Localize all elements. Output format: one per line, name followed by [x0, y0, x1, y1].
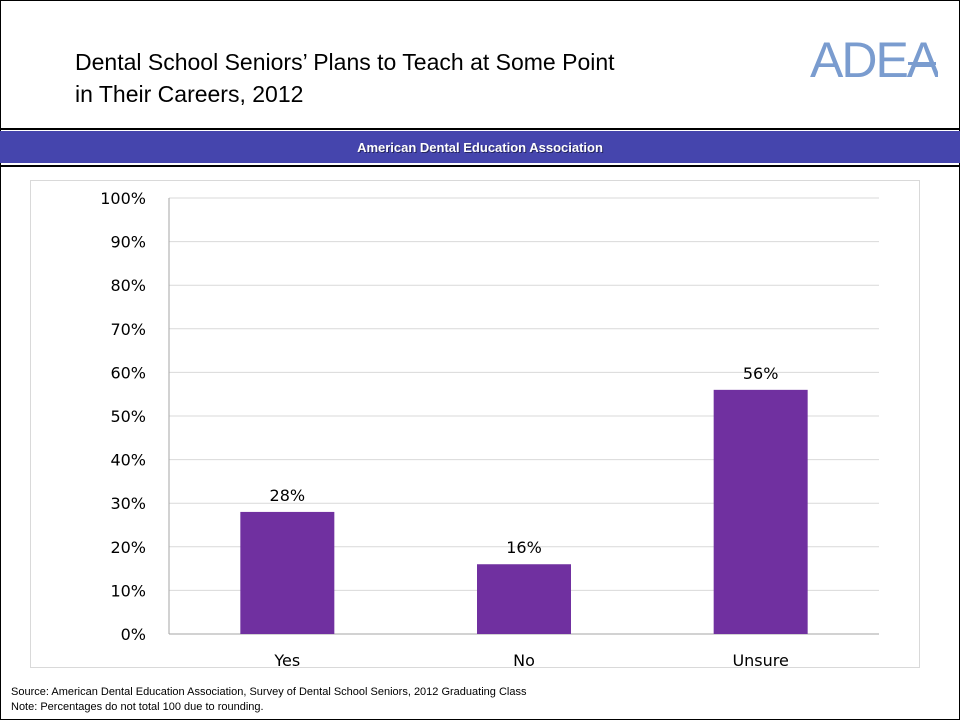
y-tick-label: 10% [110, 581, 146, 600]
chart-area: 0% 10% 20% 30% 40% 50% 60% 70% 80% 90% 100% 28% Yes 1… [30, 180, 920, 668]
adea-logo: ADEA [810, 32, 938, 88]
x-tick-label: Yes [273, 651, 300, 667]
bar-yes [240, 511, 335, 634]
y-tick-label: 70% [110, 320, 146, 339]
y-tick-label: 100% [100, 189, 146, 208]
slide-title: Dental School Seniors’ Plans to Teach at… [75, 46, 775, 110]
y-tick-label: 0% [121, 625, 146, 644]
logo-text: ADEA [810, 32, 938, 88]
y-tick-label: 60% [110, 363, 146, 382]
x-tick-label: Unsure [732, 651, 788, 667]
title-line-2: in Their Careers, 2012 [75, 81, 304, 107]
logo-underline [908, 62, 936, 65]
banner-text: American Dental Education Association [357, 139, 603, 155]
bar-chart: 0% 10% 20% 30% 40% 50% 60% 70% 80% 90% 100% 28% Yes 1… [100, 189, 879, 667]
y-tick-label: 40% [110, 451, 146, 470]
y-tick-label: 20% [110, 538, 146, 557]
association-banner: American Dental Education Association [0, 131, 960, 163]
rounding-note: Note: Percentages do not total 100 due t… [11, 701, 264, 713]
data-label: 56% [743, 364, 779, 383]
y-tick-label: 30% [110, 494, 146, 513]
y-tick-label: 50% [110, 407, 146, 426]
bar-no [477, 564, 571, 634]
bar-unsure [713, 389, 808, 634]
source-note: Source: American Dental Education Associ… [11, 686, 527, 698]
y-tick-label: 80% [110, 276, 146, 295]
title-line-1: Dental School Seniors’ Plans to Teach at… [75, 49, 615, 75]
header-rule-bottom [0, 165, 960, 167]
header-rule-top [0, 128, 960, 130]
data-label: 16% [506, 538, 542, 557]
x-tick-label: No [513, 651, 535, 667]
data-label: 28% [270, 486, 306, 505]
y-tick-label: 90% [110, 233, 146, 252]
footnotes: Source: American Dental Education Associ… [11, 685, 526, 715]
